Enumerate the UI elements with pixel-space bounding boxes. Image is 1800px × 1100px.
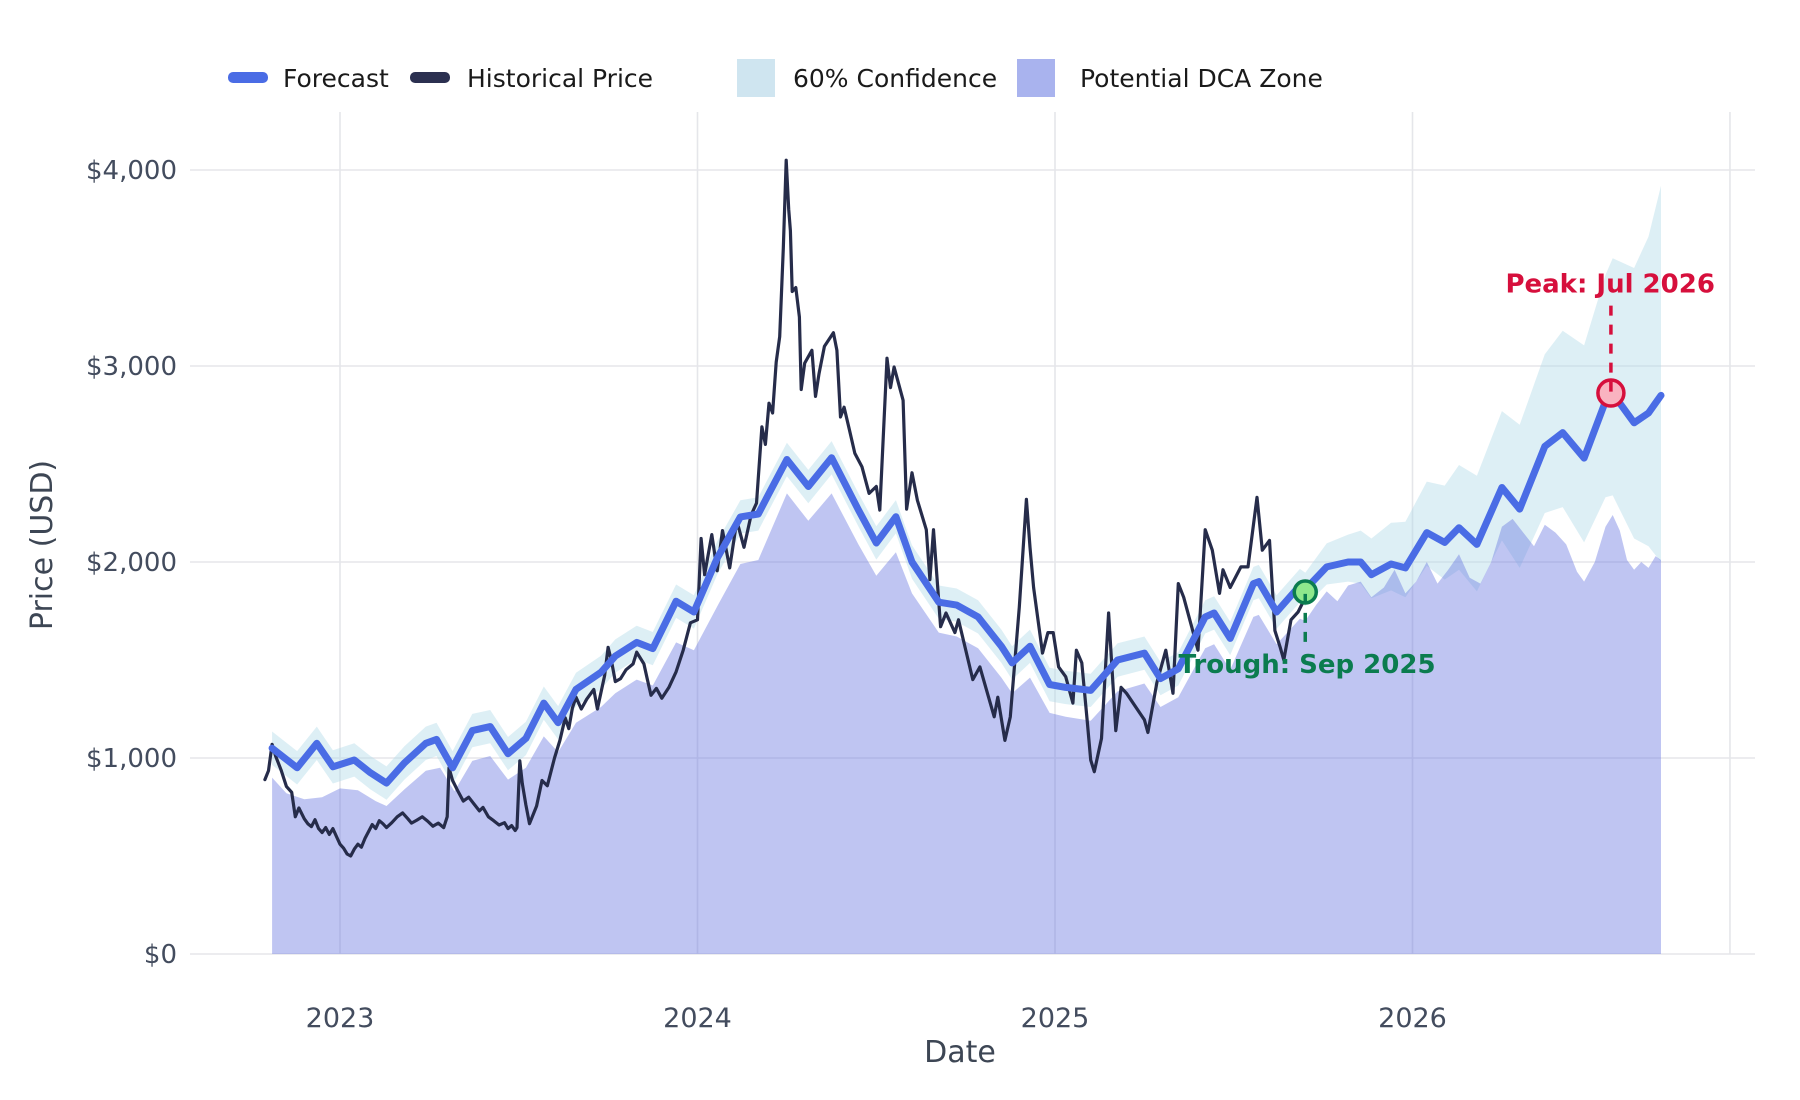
legend-forecast-line-swatch xyxy=(228,72,268,83)
x-tick-label-2026: 2026 xyxy=(1378,1003,1447,1034)
y-tick-label-3000: $3,000 xyxy=(86,352,177,382)
peak-annotation-dot-ring xyxy=(1596,378,1626,408)
legend-historical-label: Historical Price xyxy=(467,64,653,93)
dca-zone-area xyxy=(272,493,1662,954)
legend-confidence-label: 60% Confidence xyxy=(793,64,997,93)
x-axis-title: Date xyxy=(924,1035,996,1070)
forecast-polyline xyxy=(268,389,1665,787)
peak-annotation-dot-fill xyxy=(1597,380,1624,407)
x-tick-label-2025: 2025 xyxy=(1021,1003,1090,1034)
trough-annotation-label: Trough: Sep 2025 xyxy=(1179,650,1436,680)
y-tick-label-1000: $1,000 xyxy=(86,744,177,774)
y-tick-label-0: $0 xyxy=(144,940,177,970)
x-tick-label-2023: 2023 xyxy=(306,1003,375,1034)
y-axis-tick-labels: $0 $1,000 $2,000 $3,000 $4,000 xyxy=(86,156,177,970)
peak-annotation-label: Peak: Jul 2026 xyxy=(1505,270,1715,300)
dca-zone-polygon xyxy=(272,493,1662,954)
y-tick-label-2000: $2,000 xyxy=(86,548,177,578)
y-axis-title: Price (USD) xyxy=(25,460,60,630)
confidence-band-polygon xyxy=(272,185,1662,800)
legend: Forecast Historical Price 60% Confidence… xyxy=(228,59,1323,97)
legend-dca-patch-swatch xyxy=(1017,59,1055,97)
legend-forecast-label: Forecast xyxy=(283,64,389,93)
historical-price-line xyxy=(263,158,1306,858)
historical-price-polyline xyxy=(263,158,1306,858)
trough-annotation-dot-fill xyxy=(1294,580,1317,603)
confidence-band xyxy=(272,185,1662,800)
legend-historical-line-swatch xyxy=(410,72,450,83)
legend-dca-label: Potential DCA Zone xyxy=(1080,64,1323,93)
legend-confidence-patch-swatch xyxy=(737,59,775,97)
trough-annotation-dot-ring xyxy=(1292,579,1318,605)
y-tick-label-4000: $4,000 xyxy=(86,156,177,186)
x-tick-label-2024: 2024 xyxy=(663,1003,732,1034)
annotations: Peak: Jul 2026 Trough: Sep 2025 xyxy=(1179,270,1715,680)
x-axis-tick-labels: 2023 2024 2025 2026 xyxy=(306,1003,1447,1034)
forecast-line xyxy=(268,389,1665,787)
